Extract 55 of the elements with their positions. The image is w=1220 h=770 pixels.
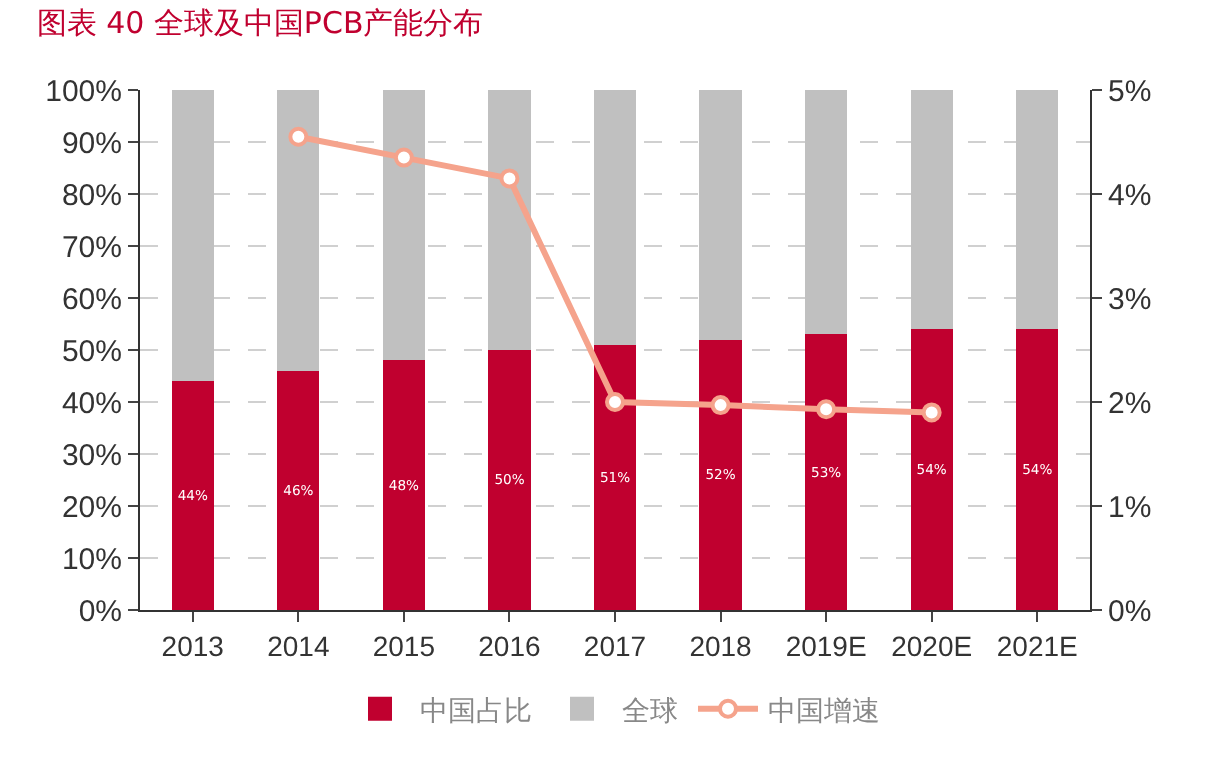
- y-tick-label: 30%: [61, 438, 122, 473]
- bar: [699, 90, 742, 340]
- x-tick-label: 2019E: [785, 629, 867, 662]
- x-tick-label: 2014: [267, 629, 330, 662]
- x-tick-label: 2020E: [891, 629, 973, 662]
- y-tick-label: 20%: [61, 490, 122, 525]
- x-tick-label: 2021E: [996, 629, 1078, 662]
- y2-tick-label: 5%: [1108, 74, 1152, 109]
- bar: [1016, 90, 1059, 330]
- y-tick-label: 70%: [61, 230, 122, 265]
- point: [816, 399, 837, 420]
- bar: [277, 370, 320, 610]
- bar: [171, 381, 214, 610]
- y-tick-label: 100%: [45, 74, 122, 109]
- point: [499, 168, 520, 189]
- legend-label: 全球: [622, 693, 678, 726]
- y2-tick-label: 0%: [1108, 594, 1152, 629]
- point: [288, 126, 309, 147]
- bar: [277, 90, 320, 371]
- x-tick-label: 2013: [161, 629, 225, 662]
- bar: [593, 344, 637, 610]
- bar: [171, 90, 214, 382]
- bar: [805, 90, 848, 335]
- bar: [805, 334, 848, 610]
- bar: [699, 339, 742, 610]
- x-tick-label: 2017: [583, 629, 647, 662]
- y-tick-label: 80%: [61, 178, 122, 213]
- bar: [1016, 329, 1059, 610]
- x-tick-label: 2016: [478, 629, 541, 662]
- point: [393, 147, 414, 168]
- y2-tick-label: 2%: [1108, 386, 1152, 421]
- y2-tick-label: 4%: [1108, 178, 1152, 213]
- point: [921, 402, 942, 423]
- y2-tick-label: 3%: [1108, 282, 1152, 317]
- bar: [910, 329, 953, 610]
- x-tick-label: 2018: [689, 629, 753, 662]
- y-tick-label: 0%: [78, 594, 122, 629]
- bar: [910, 90, 953, 330]
- point: [710, 395, 731, 416]
- y-tick-label: 60%: [61, 282, 122, 317]
- point: [605, 392, 625, 412]
- bar: [382, 90, 425, 361]
- y-tick-label: 40%: [61, 386, 122, 421]
- y2-tick-label: 1%: [1108, 490, 1152, 525]
- legend-label: 中国占比: [420, 693, 532, 726]
- bar: [488, 350, 531, 610]
- bar: [593, 90, 637, 345]
- bar: [382, 360, 425, 610]
- x-tick-label: 2015: [372, 629, 436, 662]
- y-tick-label: 50%: [61, 334, 122, 369]
- bar: [488, 90, 531, 350]
- legend-label: 中国增速: [768, 693, 880, 726]
- chart-title: 图表 40 全球及中国PCB产能分布: [36, 4, 484, 41]
- y-tick-label: 90%: [61, 126, 122, 161]
- y-tick-label: 10%: [61, 542, 122, 577]
